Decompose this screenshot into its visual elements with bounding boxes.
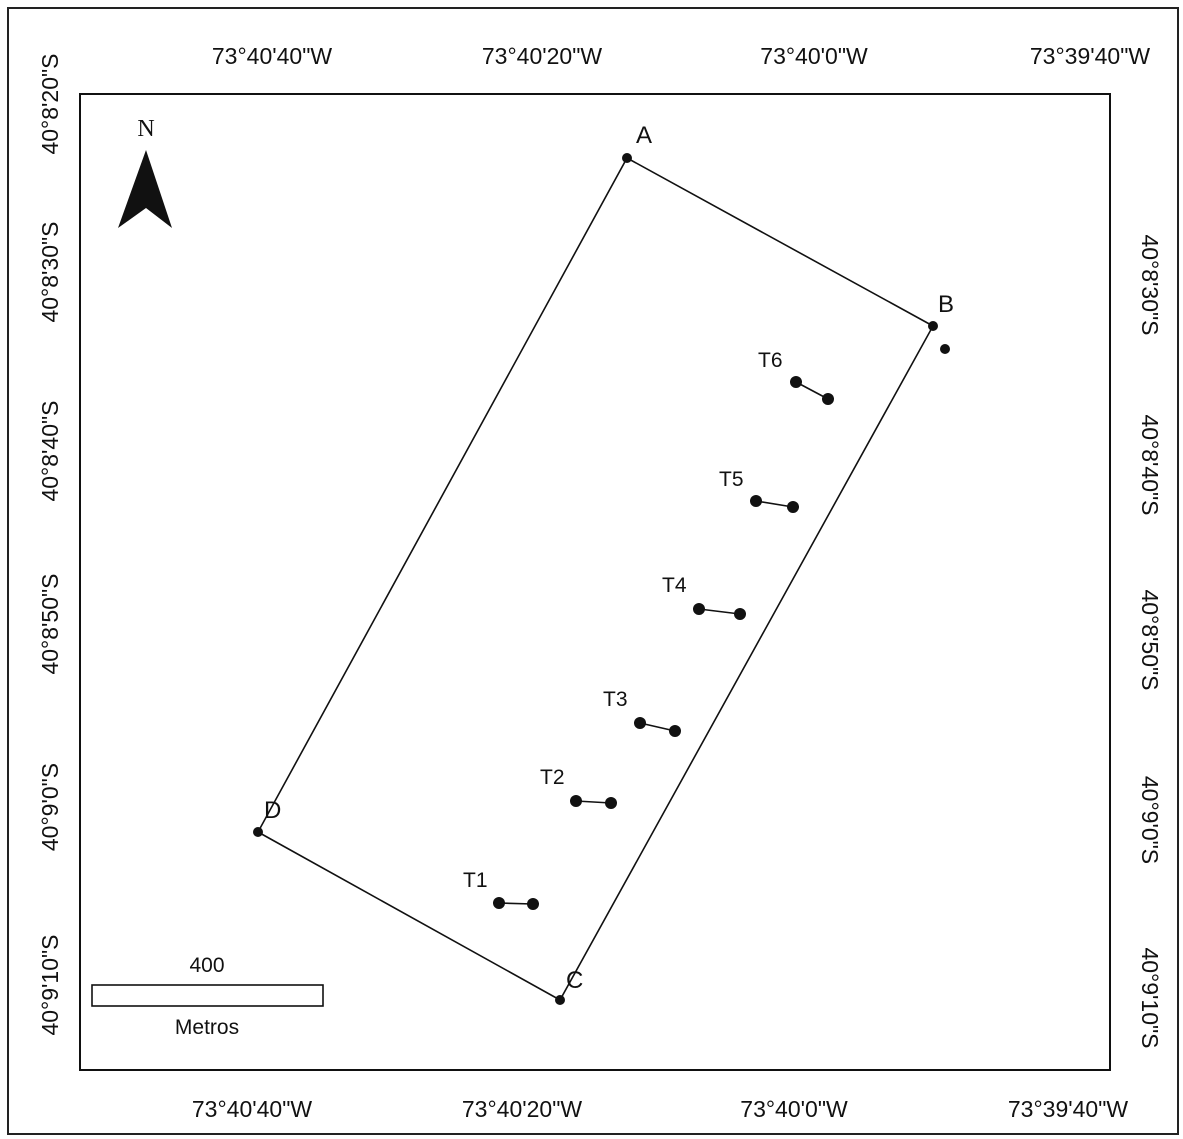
vertex-b-marker [928, 321, 938, 331]
top-lon-label: 73°40'20"W [482, 43, 603, 69]
transect-t6: T6 [758, 349, 834, 405]
left-lat-label: 40°8'30"S [37, 221, 63, 322]
transect-t1-label: T1 [463, 869, 488, 892]
study-area-polygon [256, 156, 935, 1002]
vertex-d-label: D [264, 797, 281, 824]
top-longitude-labels: 73°40'40"W 73°40'20"W 73°40'0"W 73°39'40… [212, 43, 1151, 69]
scale-bar-unit: Metros [175, 1016, 239, 1039]
transect-t4-label: T4 [662, 574, 687, 597]
map-neatline [79, 93, 1111, 1071]
north-arrow: N [118, 116, 172, 228]
top-lon-label: 73°40'0"W [760, 43, 868, 69]
right-lat-label: 40°8'30"S [1137, 234, 1163, 335]
scale-bar-value: 400 [189, 954, 224, 977]
transect-t1: T1 [463, 869, 539, 910]
map-outer-frame [7, 7, 1179, 1135]
left-lat-label: 40°8'40"S [37, 400, 63, 501]
top-lon-label: 73°40'40"W [212, 43, 333, 69]
north-arrow-icon [118, 150, 172, 228]
right-lat-label: 40°8'40"S [1137, 414, 1163, 515]
transect-t2: T2 [540, 766, 617, 809]
left-lat-label: 40°9'10"S [37, 934, 63, 1035]
vertex-b-label: B [938, 291, 954, 318]
top-lon-label: 73°39'40"W [1030, 43, 1151, 69]
transect-t2-label: T2 [540, 766, 565, 789]
scale-bar-box [91, 984, 324, 1007]
bottom-longitude-labels: 73°40'40"W 73°40'20"W 73°40'0"W 73°39'40… [192, 1096, 1129, 1122]
north-arrow-label: N [137, 116, 154, 142]
vertex-c-marker [555, 995, 565, 1005]
right-lat-label: 40°9'0"S [1137, 776, 1163, 864]
transect-t3: T3 [603, 688, 681, 737]
vertex-a-label: A [636, 122, 652, 149]
transect-t5: T5 [719, 468, 799, 513]
stray-point-marker [940, 344, 950, 354]
transect-t4: T4 [662, 574, 746, 620]
bottom-lon-label: 73°39'40"W [1008, 1096, 1129, 1122]
right-latitude-labels: 40°8'30"S 40°8'40"S 40°8'50"S 40°9'0"S 4… [1137, 234, 1163, 1048]
vertex-c-label: C [566, 967, 583, 994]
vertex-a-marker [622, 153, 632, 163]
left-latitude-labels: 40°8'20"S 40°8'30"S 40°8'40"S 40°8'50"S … [37, 53, 63, 1035]
right-lat-label: 40°9'10"S [1137, 947, 1163, 1048]
bottom-lon-label: 73°40'40"W [192, 1096, 313, 1122]
left-lat-label: 40°8'20"S [37, 53, 63, 154]
transect-t3-label: T3 [603, 688, 628, 711]
vertex-d-marker [253, 827, 263, 837]
bottom-lon-label: 73°40'20"W [462, 1096, 583, 1122]
scale-bar: 400 Metros [91, 954, 324, 1039]
right-lat-label: 40°8'50"S [1137, 589, 1163, 690]
left-lat-label: 40°8'50"S [37, 573, 63, 674]
bottom-lon-label: 73°40'0"W [740, 1096, 848, 1122]
transect-t6-label: T6 [758, 349, 783, 372]
left-lat-label: 40°9'0"S [37, 763, 63, 851]
transect-t5-label: T5 [719, 468, 744, 491]
